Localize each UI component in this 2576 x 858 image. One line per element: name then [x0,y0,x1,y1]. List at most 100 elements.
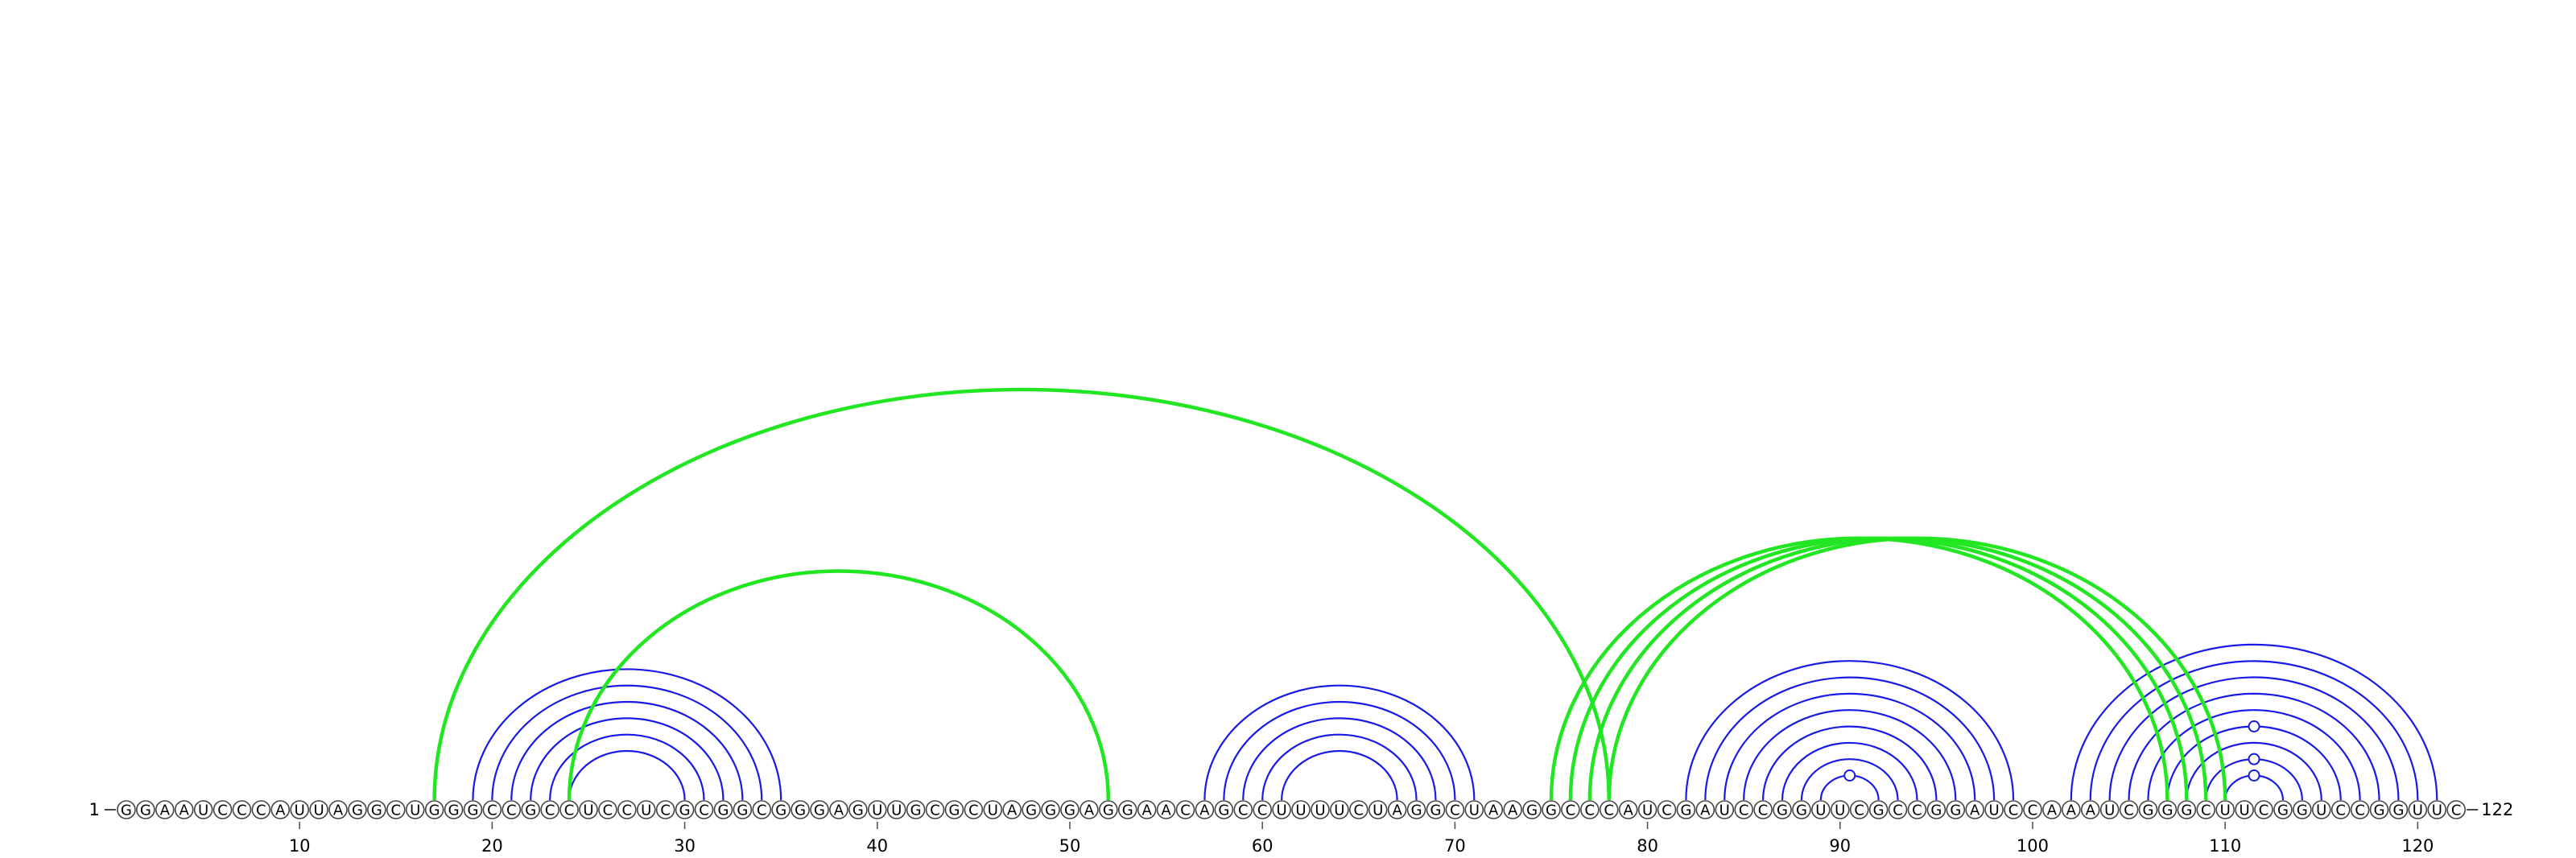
tick-label: 100 [2017,836,2049,856]
nucleotide: U [1811,800,1831,819]
nucleotide: U [405,800,425,819]
nucleotide: C [617,800,637,819]
nucleotide: G [791,800,810,819]
svg-text:A: A [160,802,171,819]
nucleotide: G [136,800,155,819]
nucleotide: A [1195,800,1215,819]
nucleotide: C [655,800,675,819]
svg-text:U: U [583,802,593,819]
svg-text:A: A [2066,802,2077,819]
nucleotide: A [1484,800,1504,819]
nucleotide: U [193,800,213,819]
svg-text:U: U [1642,802,1653,819]
svg-text:G: G [814,802,825,819]
svg-text:G: G [1680,802,1691,819]
svg-text:A: A [1007,802,1018,819]
nucleotide: G [848,800,868,819]
nucleotide: G [1946,800,1966,819]
svg-text:A: A [1161,802,1171,819]
svg-text:C: C [1257,802,1268,819]
svg-text:C: C [2201,802,2211,819]
nucleotide: G [2388,800,2409,819]
tick-label: 80 [1637,836,1658,856]
nucleotide: U [636,800,656,819]
svg-text:C: C [2008,802,2019,819]
nucleotide: U [1464,800,1484,819]
nucleotide: G [1041,800,1060,819]
svg-text:U: U [2316,802,2326,819]
tick-label: 20 [481,836,503,856]
svg-text:G: G [1430,802,1441,819]
green-arcs-group [432,387,2227,801]
blue-arc-82-99 [1685,660,2015,801]
nucleotide: A [1618,800,1638,819]
nucleotide: G [810,800,829,819]
nucleotide: G [1214,800,1234,819]
svg-text:C: C [968,802,979,819]
nucleotide: C [251,800,271,819]
blue-arc-85-96 [1743,709,1957,801]
svg-text:G: G [352,802,363,819]
nucleotide: G [521,800,541,819]
svg-text:G: G [2374,802,2385,819]
nucleotide: G [2138,800,2158,819]
tick-axis: 10 20 30 40 50 60 70 80 90 100 110 120 [289,822,2434,856]
nucleotide: G [1060,800,1080,819]
svg-text:C: C [545,802,555,819]
nucleotide: C [1348,800,1368,819]
nucleotide: A [1002,800,1022,819]
nucleotide: G [2293,800,2312,819]
svg-text:G: G [795,802,806,819]
nucleotide: A [155,800,175,819]
nucleotide: A [174,800,194,819]
nucleotide: C [1561,800,1580,819]
svg-text:C: C [1566,802,1576,819]
svg-text:C: C [2028,802,2038,819]
nucleotide: C [2446,800,2467,819]
svg-text:C: C [256,802,266,819]
tick-label: 70 [1444,836,1466,856]
svg-text:U: U [1835,802,1845,819]
svg-text:G: G [1218,802,1229,819]
nucleotide: C [752,800,772,819]
nucleotide: G [771,800,791,819]
svg-text:C: C [1758,802,1769,819]
nucleotide: G [444,800,464,819]
nucleotide: C [2119,800,2139,819]
svg-text:U: U [2240,802,2250,819]
svg-text:C: C [603,802,613,819]
svg-text:G: G [1026,802,1037,819]
nucleotide: A [2080,800,2100,819]
markers-group [1843,720,2260,782]
blue-arc-83-98 [1704,676,1996,801]
green-arc-76-108 [1568,536,2189,801]
blue-arc-24-30 [568,749,686,801]
svg-text:G: G [1526,802,1538,819]
svg-text:U: U [2432,802,2442,819]
svg-text:C: C [1662,802,1672,819]
svg-text:U: U [891,802,902,819]
blue-arc-22-32 [530,717,724,801]
blue-arc-88-93 [1800,758,1899,801]
tick-label: 10 [289,836,311,856]
nucleotide: C [1907,800,1927,819]
svg-text:G: G [1546,802,1557,819]
nucleotide: C [964,800,984,819]
svg-text:U: U [988,802,998,819]
svg-text:G: G [2392,802,2404,819]
nucleotide: G [713,800,733,819]
svg-text:A: A [1700,802,1711,819]
nucleotide: C [386,800,406,819]
svg-text:G: G [1950,802,1961,819]
nucleotide: U [1715,800,1735,819]
blue-arc-106-117 [2147,709,2361,801]
svg-text:G: G [525,802,536,819]
svg-text:G: G [1930,802,1942,819]
svg-text:C: C [1585,802,1596,819]
nucleotide: C [1445,800,1465,819]
nucleotide: U [1830,800,1850,819]
nucleotide: C [1657,800,1677,819]
svg-text:U: U [1469,802,1480,819]
svg-text:A: A [1970,802,1980,819]
blue-arc-104-119 [2108,676,2400,801]
